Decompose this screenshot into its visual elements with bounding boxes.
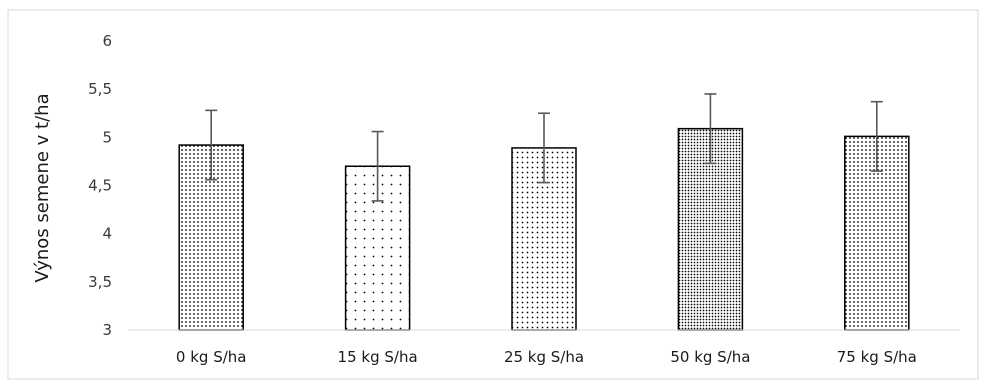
- error-bar: [538, 112, 550, 184]
- error-bar: [870, 100, 883, 172]
- x-tick-label: 75 kg S/ha: [837, 348, 917, 366]
- x-axis-labels: 0 kg S/ha 15 kg S/ha 25 kg S/ha 50 kg S/ha 7…: [176, 348, 917, 366]
- error-bar: [704, 93, 717, 165]
- x-tick-label: 50 kg S/ha: [670, 348, 750, 366]
- y-tick-label: 3,5: [88, 273, 112, 291]
- error-bars: [205, 93, 883, 202]
- y-tick-label: 4,5: [88, 177, 112, 195]
- y-tick-label: 3: [102, 321, 112, 339]
- error-bar: [205, 109, 218, 181]
- y-tick-label: 5,5: [88, 80, 112, 98]
- chart-frame: [7, 9, 979, 380]
- y-tick-label: 6: [102, 32, 112, 50]
- y-axis-ticks: 3 3,5 4 4,5 5 5,5 6: [88, 32, 112, 339]
- error-bar: [371, 130, 384, 202]
- x-tick-label: 15 kg S/ha: [338, 348, 418, 366]
- y-axis-title: Výnos semene v t/ha: [32, 93, 53, 282]
- y-tick-label: 4: [102, 225, 112, 243]
- x-tick-label: 0 kg S/ha: [176, 348, 247, 366]
- x-tick-label: 25 kg S/ha: [504, 348, 584, 366]
- y-tick-label: 5: [102, 128, 112, 146]
